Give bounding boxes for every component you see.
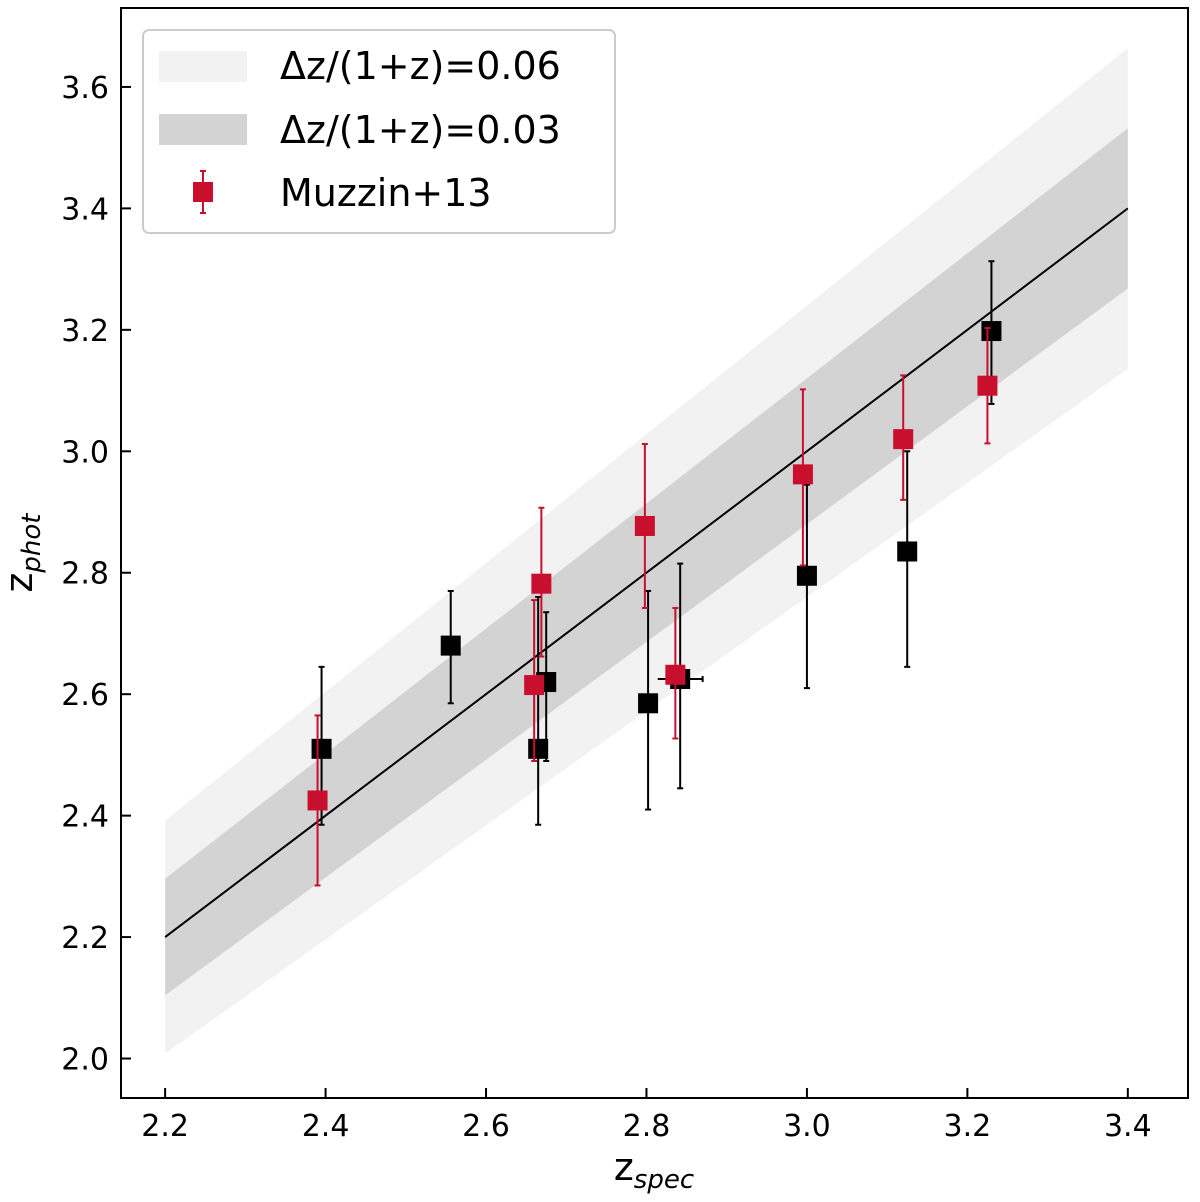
- axes-frame: [120, 7, 1189, 1099]
- data-point: [792, 464, 813, 485]
- data-point: [977, 375, 998, 396]
- legend: Δz/(1+z)=0.06 Δz/(1+z)=0.03 Muzzin+13: [142, 29, 616, 234]
- data-point: [440, 635, 461, 656]
- legend-marker-muzzin: [193, 182, 213, 202]
- data-point: [634, 515, 655, 536]
- x-tick-label: 2.2: [141, 1109, 189, 1144]
- y-tick-label: 2.8: [61, 557, 109, 592]
- x-axis-label: zspec: [614, 1145, 694, 1195]
- legend-swatch-band-003: [159, 114, 247, 145]
- y-tick-label: 3.0: [61, 435, 109, 470]
- y-tick-label: 2.2: [61, 921, 109, 956]
- y-axis-label: zphot: [0, 513, 47, 593]
- y-tick-label: 2.0: [61, 1043, 109, 1078]
- x-tick-label: 2.4: [302, 1109, 350, 1144]
- legend-box: [142, 29, 616, 234]
- data-point: [528, 738, 549, 759]
- data-point: [524, 675, 545, 696]
- x-tick-label: 3.2: [944, 1109, 992, 1144]
- one-to-one-line: [164, 207, 1129, 938]
- y-tick-label: 3.2: [61, 314, 109, 349]
- series-0: [311, 260, 1002, 826]
- series-1: [307, 327, 998, 887]
- data-point: [531, 573, 552, 594]
- x-tick-label: 3.4: [1104, 1109, 1152, 1144]
- legend-label-band-006: Δz/(1+z)=0.06: [280, 44, 561, 88]
- data-point: [311, 738, 332, 759]
- data-point: [638, 693, 659, 714]
- x-axis-ticks: 2.2 2.4 2.6 2.8 3.0 3.2 3.4: [141, 1088, 1152, 1144]
- data-point: [665, 664, 686, 685]
- band-inner-003: [165, 128, 1128, 996]
- data-point: [893, 429, 914, 450]
- y-tick-label: 2.4: [61, 800, 109, 835]
- data-point: [897, 541, 918, 562]
- legend-label-muzzin: Muzzin+13: [280, 171, 492, 215]
- legend-label-band-003: Δz/(1+z)=0.03: [280, 108, 561, 152]
- plot-area: [164, 48, 1129, 1054]
- y-tick-label: 3.6: [61, 71, 109, 106]
- legend-swatch-band-006: [159, 51, 247, 82]
- y-tick-label: 3.4: [61, 192, 109, 227]
- data-point: [796, 565, 817, 586]
- data-point: [981, 321, 1002, 342]
- data-point: [307, 790, 328, 811]
- x-tick-label: 3.0: [783, 1109, 831, 1144]
- y-axis-ticks: 2.0 2.2 2.4 2.6 2.8 3.0 3.2 3.4 3.6: [61, 71, 131, 1078]
- x-tick-label: 2.6: [462, 1109, 510, 1144]
- y-tick-label: 2.6: [61, 678, 109, 713]
- data-marks: [307, 260, 1002, 887]
- x-tick-label: 2.8: [623, 1109, 671, 1144]
